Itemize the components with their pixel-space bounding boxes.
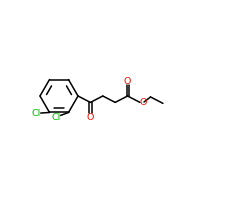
Text: Cl: Cl <box>51 113 61 122</box>
Text: O: O <box>124 77 131 86</box>
Text: O: O <box>87 113 94 122</box>
Text: O: O <box>139 98 146 107</box>
Text: Cl: Cl <box>31 109 41 118</box>
